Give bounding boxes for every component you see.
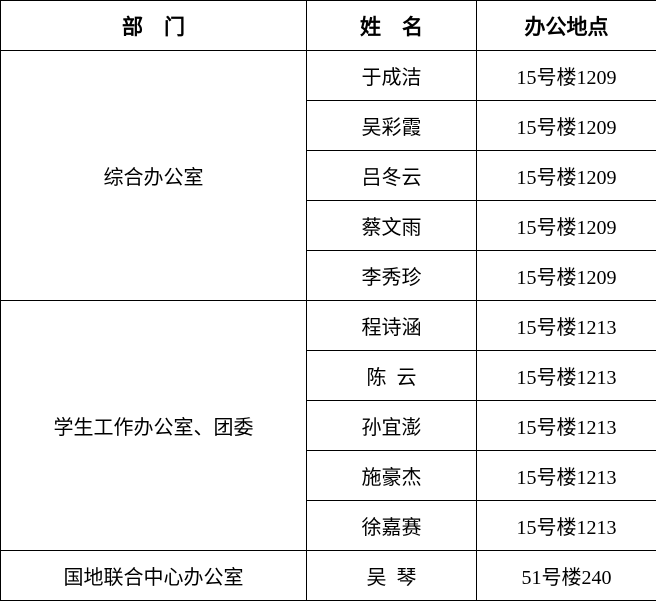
department-cell: 综合办公室	[0, 50, 307, 301]
name-cell: 程诗涵	[306, 300, 477, 351]
name-cell: 孙宜澎	[306, 400, 477, 451]
location-cell: 51号楼240	[476, 550, 656, 601]
name-cell: 施豪杰	[306, 450, 477, 501]
table-row: 徐嘉赛 15号楼1213	[1, 500, 656, 551]
header-row: 部 门 姓 名 办公地点	[0, 0, 656, 51]
name-cell: 于成洁	[306, 50, 477, 101]
location-cell: 15号楼1213	[476, 300, 656, 351]
name-cell: 吕冬云	[306, 150, 477, 201]
table-row: 综合办公室 于成洁 15号楼1209	[0, 50, 656, 301]
name-cell: 吴 琴	[306, 550, 477, 601]
header-name: 姓 名	[306, 0, 477, 51]
location-cell: 15号楼1209	[476, 100, 656, 151]
name-cell: 蔡文雨	[306, 200, 477, 251]
table-row: 陈 云 15号楼1213	[1, 350, 656, 401]
location-cell: 15号楼1213	[476, 400, 656, 451]
header-location: 办公地点	[476, 0, 656, 51]
table-row: 李秀珍 15号楼1209	[1, 250, 656, 301]
location-cell: 15号楼1209	[476, 200, 656, 251]
location-cell: 15号楼1209	[476, 150, 656, 201]
name-cell: 吴彩霞	[306, 100, 477, 151]
department-cell: 学生工作办公室、团委	[0, 300, 307, 551]
table-row: 吕冬云 15号楼1209	[1, 150, 656, 201]
name-cell: 徐嘉赛	[306, 500, 477, 551]
table-row: 学生工作办公室、团委 程诗涵 15号楼1213	[0, 300, 656, 551]
location-cell: 15号楼1213	[476, 350, 656, 401]
table-row: 国地联合中心办公室 吴 琴 51号楼240	[0, 550, 656, 601]
header-department: 部 门	[0, 0, 307, 51]
name-cell: 陈 云	[306, 350, 477, 401]
location-cell: 15号楼1213	[476, 500, 656, 551]
location-cell: 15号楼1209	[476, 250, 656, 301]
location-cell: 15号楼1209	[476, 50, 656, 101]
table-row: 孙宜澎 15号楼1213	[1, 400, 656, 451]
location-cell: 15号楼1213	[476, 450, 656, 501]
department-cell: 国地联合中心办公室	[0, 550, 307, 601]
name-cell: 李秀珍	[306, 250, 477, 301]
table-row: 蔡文雨 15号楼1209	[1, 200, 656, 251]
table-row: 吴彩霞 15号楼1209	[1, 100, 656, 151]
